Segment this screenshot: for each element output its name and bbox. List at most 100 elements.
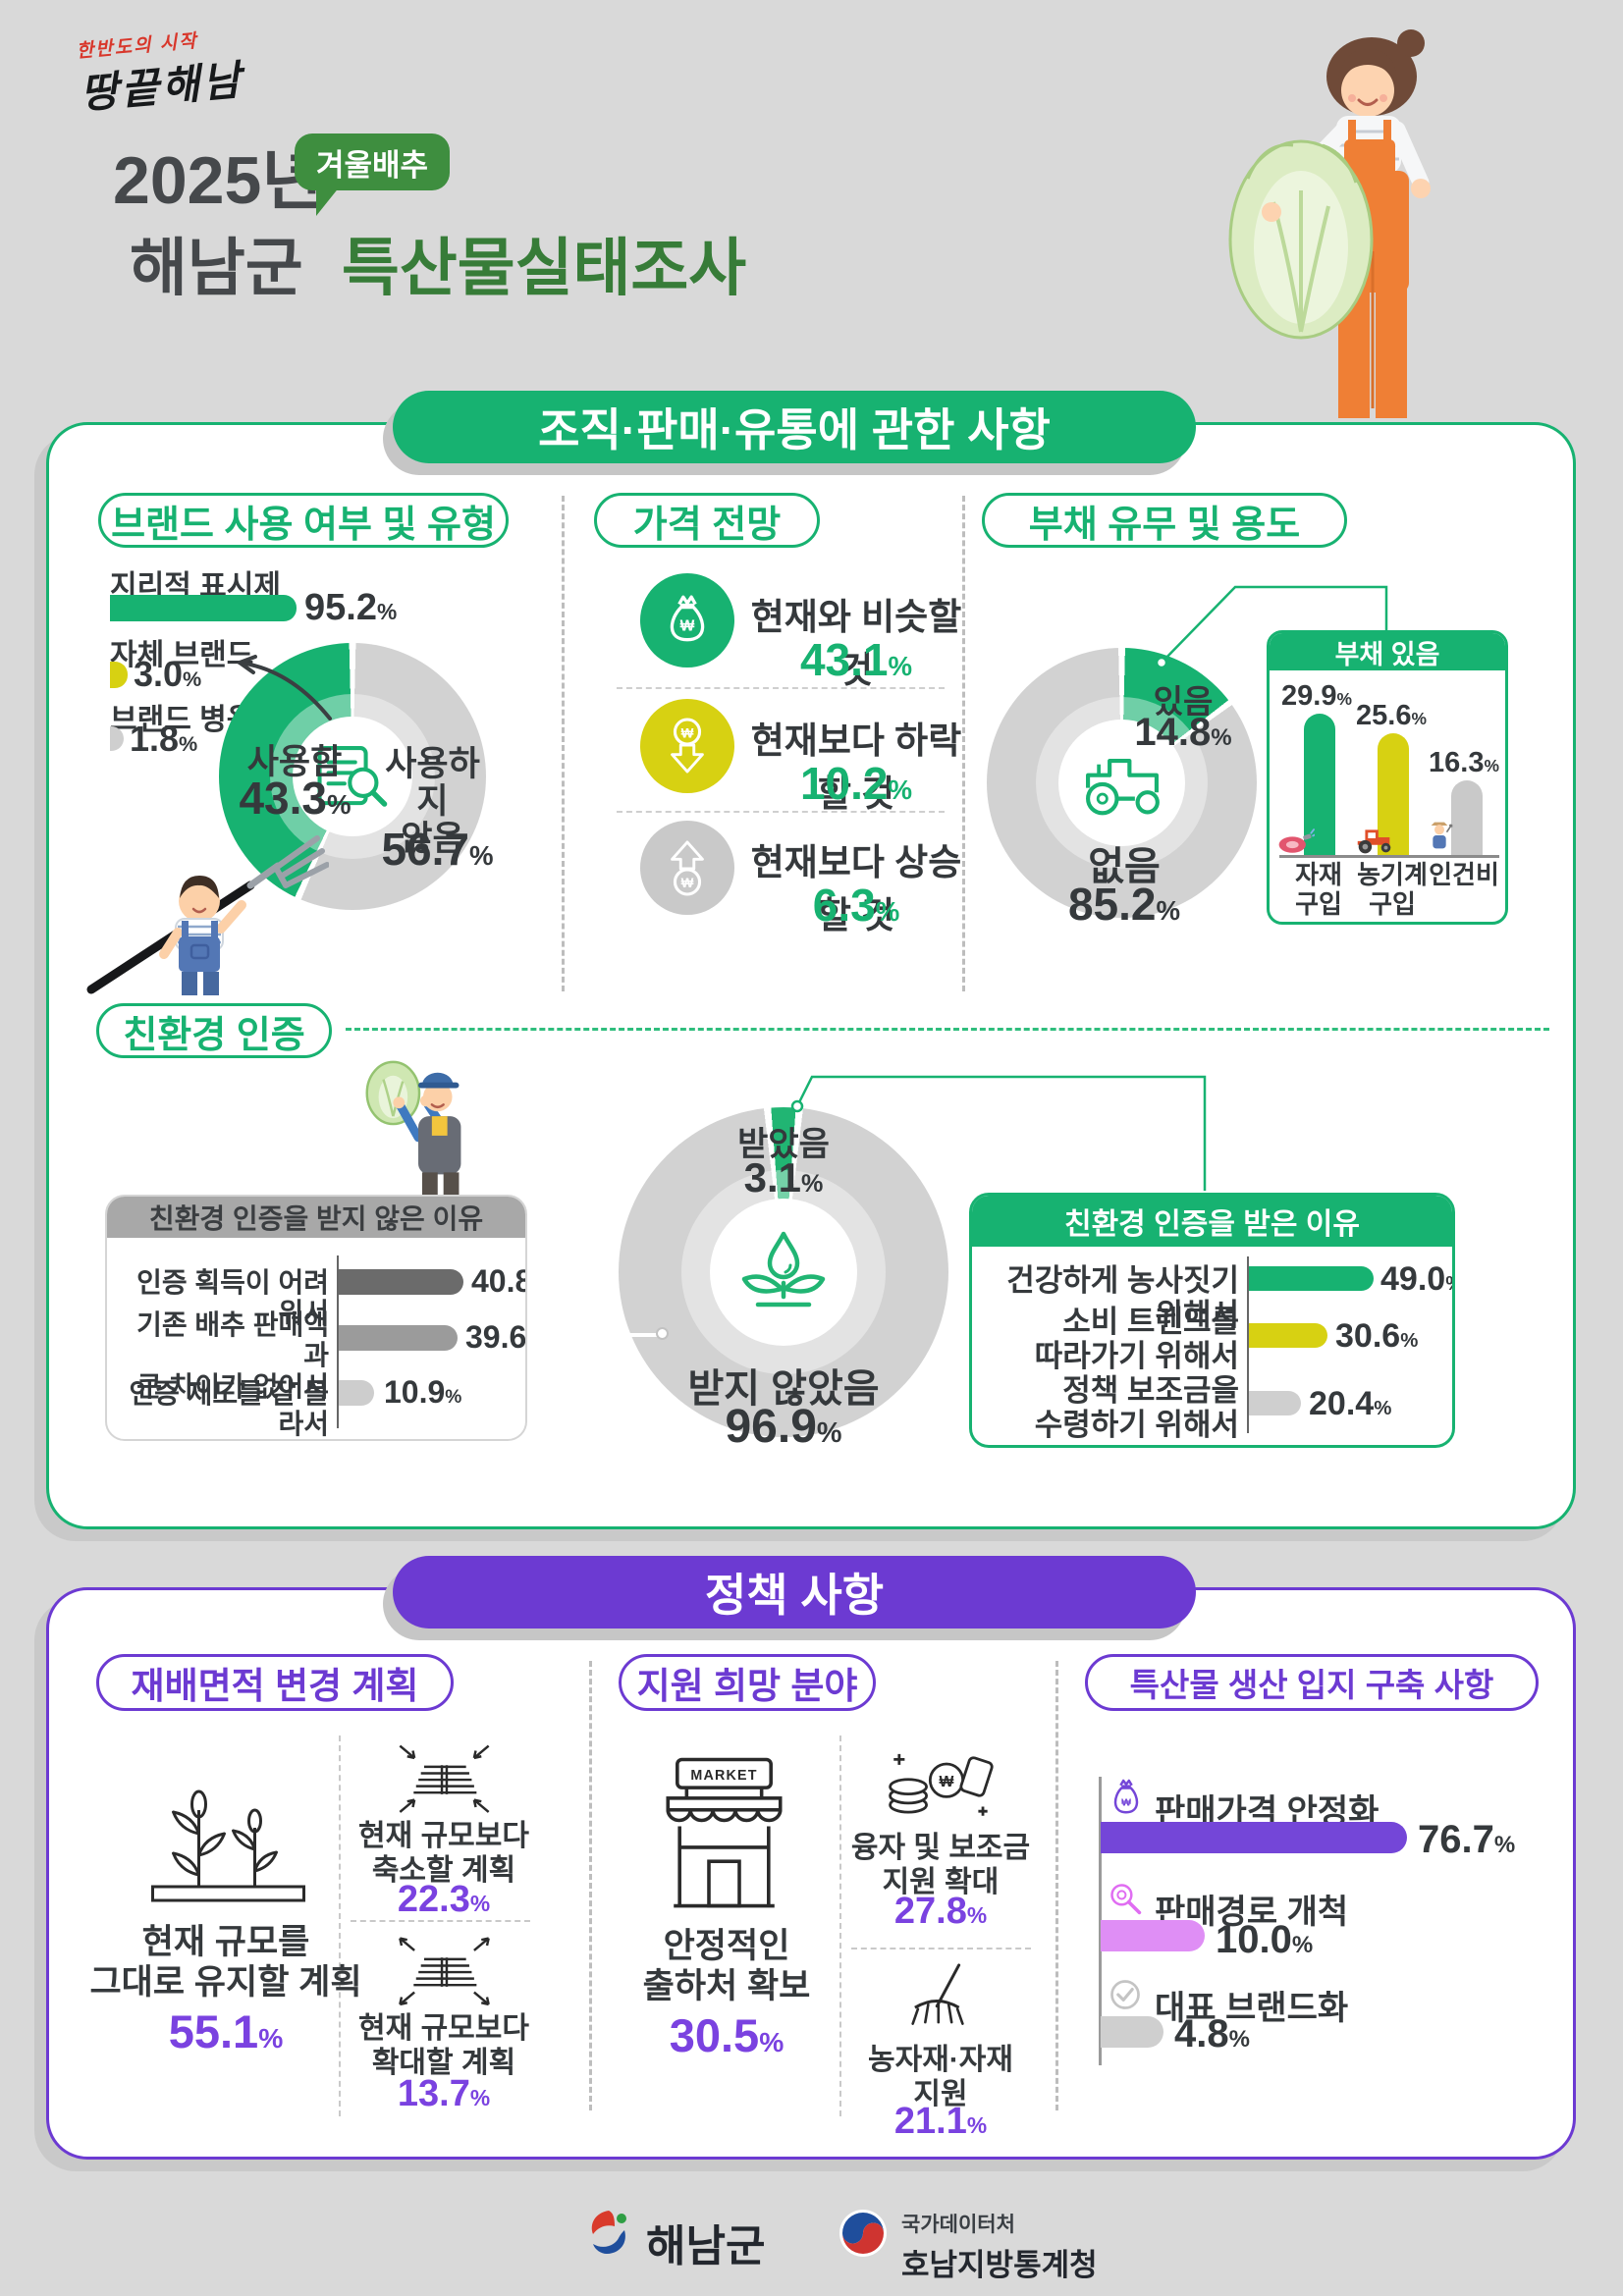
debt-usage-box: 부채 있음 29.9% 25.6% 16.3%	[1267, 630, 1508, 925]
section-banner-policy-label: 정책 사항	[704, 1570, 885, 1621]
eco-donut	[619, 1107, 948, 1437]
svg-text:₩: ₩	[681, 876, 694, 890]
badge-tail	[316, 187, 340, 216]
infra-row-1-bar	[1101, 1822, 1407, 1853]
eco-donut-no-label: 받지 않았음	[687, 1367, 880, 1411]
expand-field-icon	[399, 1937, 490, 2006]
eco-donut-no-value: 96.9%	[725, 1401, 842, 1453]
eco-not-reason-1-label: 인증 획득이 어려워서	[136, 1267, 329, 1329]
price-down-label: 현재보다 하락할 것	[750, 721, 962, 814]
debt-usage-bar-3	[1451, 780, 1483, 855]
brand-calligraphy-logo: 한반도의 시작 땅끝해남	[76, 23, 245, 121]
brand-bar-3-value: 1.8%	[130, 719, 198, 759]
column-divider-1	[562, 496, 565, 991]
eco-yes-reason-2-value: 30.6%	[1335, 1317, 1419, 1355]
eco-not-reasons-axis	[337, 1255, 339, 1428]
area-plan-shrink-value: 22.3%	[397, 1879, 491, 1920]
title-year: 2025년	[113, 143, 323, 218]
brand-usage-donut	[219, 643, 486, 910]
eco-section-title: 친환경 인증	[96, 1003, 332, 1058]
eco-yes-reason-1-bar	[1249, 1266, 1374, 1291]
hose-icon	[1278, 828, 1315, 853]
brand-bar-2-label: 자체 브랜드	[110, 639, 254, 671]
eco-yes-reasons-axis	[1247, 1256, 1249, 1433]
eco-dashed-line	[346, 1028, 1549, 1031]
infra-title-label: 특산물 생산 입지 구축 사항	[1129, 1667, 1494, 1703]
debt-usage-label-3: 인건비	[1429, 860, 1499, 889]
eco-yes-reasons-header: 친환경 인증을 받은 이유	[972, 1196, 1452, 1247]
plants-icon	[151, 1789, 305, 1902]
woman-with-cabbage-illustration	[1228, 29, 1431, 418]
price-icon-up: ₩	[640, 821, 734, 915]
price-icon-same: ₩	[640, 573, 734, 667]
worker-icon	[1431, 822, 1453, 849]
debt-usage-baseline	[1279, 855, 1499, 858]
debt-donut-yes-value: 14.8%	[1134, 711, 1232, 754]
brand-donut-unused-value: 56.7%	[381, 824, 494, 875]
eco-yes-reason-2-bar	[1249, 1323, 1327, 1348]
infra-row-2-bar	[1101, 1920, 1205, 1951]
area-plan-shrink-label: 현재 규모보다 축소할 계획	[358, 1820, 529, 1887]
eco-not-reason-2-bar	[339, 1325, 458, 1351]
support-title: 지원 희망 분야	[619, 1654, 876, 1711]
eco-donut-yes-label: 받았음	[737, 1126, 830, 1163]
brand-bar-2-value: 3.0%	[134, 654, 202, 694]
infra-row-3-label: 대표 브랜드화	[1155, 1990, 1349, 2027]
area-plan-inner-hdash	[351, 1920, 530, 1922]
money-bag-icon: ₩	[670, 595, 705, 642]
eco-section-title-label: 친환경 인증	[123, 1014, 305, 1056]
section-banner-organization: 조직·판매·유통에 관한 사항	[393, 391, 1196, 463]
support-inner-hdash	[851, 1948, 1031, 1949]
area-plan-title: 재배면적 변경 계획	[96, 1654, 454, 1711]
statistics-office-line2: 호남지방통계청	[901, 2248, 1098, 2282]
debt-usage-bar-2	[1378, 733, 1409, 855]
price-same-label: 현재와 비슷할 것	[750, 597, 962, 690]
haenam-county-logo-text: 해남군	[646, 2222, 766, 2270]
debt-section-title-label: 부채 유무 및 용도	[1028, 504, 1301, 546]
svg-text:₩: ₩	[1121, 1798, 1131, 1809]
area-plan-inner-vdash	[339, 1735, 341, 2116]
debt-usage-value-1: 29.9%	[1281, 680, 1352, 712]
debt-usage-label-1: 자재 구입	[1295, 860, 1342, 919]
eco-callout-line	[790, 1075, 1207, 1191]
area-plan-expand-label: 현재 규모보다 확대할 계획	[358, 2012, 529, 2079]
farmer-cabbage-illustration	[365, 1060, 461, 1199]
infra-title: 특산물 생산 입지 구축 사항	[1085, 1654, 1539, 1711]
infra-row-1-value: 76.7%	[1418, 1818, 1516, 1861]
debt-donut-hole	[1058, 720, 1185, 846]
brand-bar-3	[110, 726, 124, 751]
area-plan-main-value: 55.1%	[168, 2005, 284, 2057]
brand-section-title-label: 브랜드 사용 여부 및 유형	[111, 504, 496, 546]
haenam-county-logo-icon	[591, 2211, 626, 2254]
eco-donut-hole	[710, 1199, 857, 1346]
brand-donut-used-label: 사용함	[246, 743, 343, 781]
debt-usage-bar-1	[1304, 714, 1335, 855]
brand-bar-2	[110, 662, 128, 688]
price-section-title: 가격 전망	[594, 493, 820, 548]
statistics-office-line1: 국가데이터처	[901, 2214, 1015, 2236]
tractor-icon	[1085, 758, 1160, 815]
eco-not-reason-3-value: 10.9%	[384, 1374, 462, 1410]
badge-label: 겨울배추	[316, 147, 429, 183]
infra-row-2-value: 10.0%	[1216, 1918, 1314, 1961]
support-materials-value: 21.1%	[893, 2101, 988, 2142]
logo-wordmark: 땅끝해남	[78, 56, 245, 118]
support-funding-value: 27.8%	[893, 1891, 988, 1932]
eco-yes-reason-3-value: 20.4%	[1309, 1385, 1392, 1422]
eco-not-reasons-box: 친환경 인증을 받지 않은 이유 인증 획득이 어려워서 40.8% 기존 배추…	[105, 1195, 527, 1441]
infra-row-3-bar	[1101, 2016, 1163, 2048]
price-separator-2	[617, 811, 945, 813]
document-search-icon	[317, 746, 388, 807]
farmer-pitchfork-illustration	[86, 835, 329, 995]
brand-bar-1-value: 95.2%	[304, 587, 398, 628]
price-icon-down: ₩	[640, 699, 734, 793]
infra-axis	[1099, 1777, 1102, 2065]
support-inner-vdash	[839, 1735, 841, 2116]
price-same-value: 43.1%	[799, 634, 913, 685]
debt-donut	[987, 648, 1257, 918]
support-main-value: 30.5%	[669, 2009, 784, 2061]
brand-donut-hole	[293, 717, 412, 836]
eco-yes-reasons-box: 친환경 인증을 받은 이유 건강하게 농사짓기 위해서 49.0% 소비 트렌드…	[969, 1193, 1455, 1448]
svg-text:₩: ₩	[681, 725, 694, 740]
brand-donut-unused-label: 사용하지 않음	[385, 745, 480, 858]
